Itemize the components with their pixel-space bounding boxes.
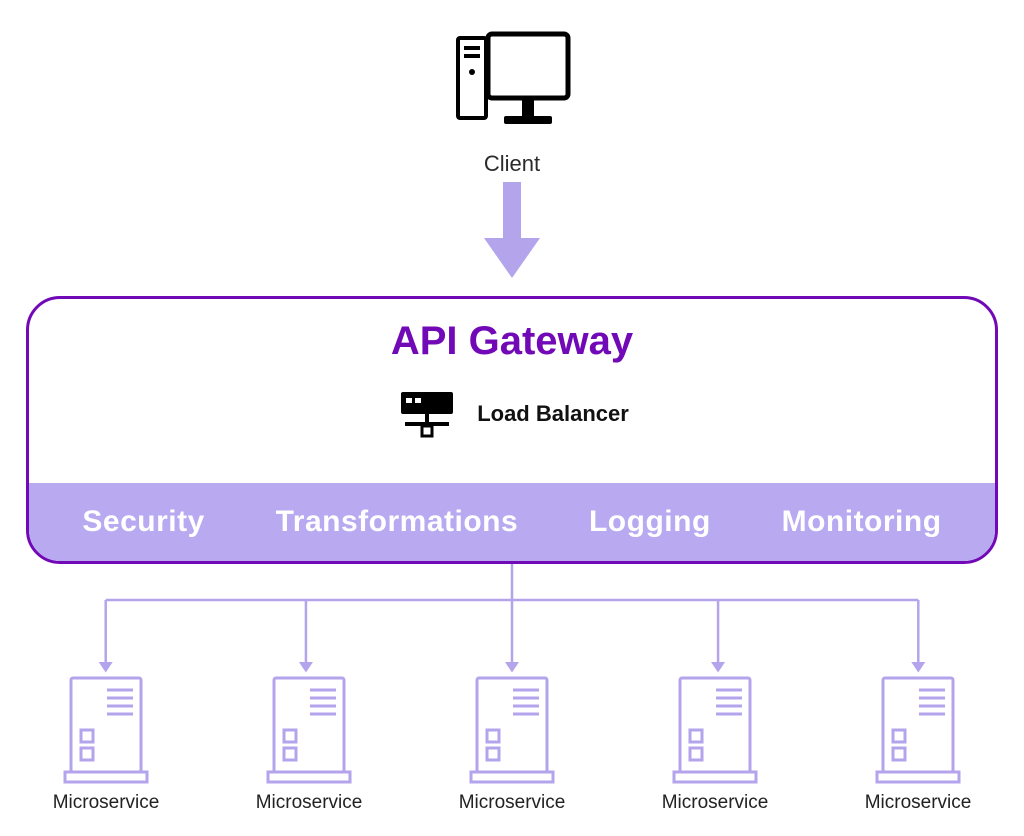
server-icon bbox=[266, 674, 352, 784]
client-node: Client bbox=[452, 28, 572, 177]
load-balancer-icon bbox=[395, 390, 459, 438]
arrow-down-icon bbox=[482, 182, 542, 282]
feature-monitoring: Monitoring bbox=[782, 505, 942, 539]
client-label: Client bbox=[452, 151, 572, 177]
load-balancer-label: Load Balancer bbox=[477, 401, 629, 427]
microservice-node: Microservice bbox=[432, 674, 592, 814]
feature-transformations: Transformations bbox=[276, 505, 519, 539]
microservice-label: Microservice bbox=[53, 792, 160, 814]
flow-arrow-down bbox=[482, 182, 542, 287]
microservice-node: Microservice bbox=[26, 674, 186, 814]
microservice-label: Microservice bbox=[459, 792, 566, 814]
microservice-label: Microservice bbox=[865, 792, 972, 814]
server-icon bbox=[875, 674, 961, 784]
microservice-label: Microservice bbox=[662, 792, 769, 814]
server-icon bbox=[469, 674, 555, 784]
microservice-node: Microservice bbox=[229, 674, 389, 814]
microservices-row: Microservice Microservice bbox=[26, 674, 998, 814]
server-icon bbox=[672, 674, 758, 784]
gateway-feature-bar: Security Transformations Logging Monitor… bbox=[29, 483, 995, 561]
microservice-label: Microservice bbox=[256, 792, 363, 814]
feature-logging: Logging bbox=[589, 505, 711, 539]
microservice-node: Microservice bbox=[838, 674, 998, 814]
feature-security: Security bbox=[82, 505, 204, 539]
load-balancer-row: Load Balancer bbox=[29, 390, 995, 438]
server-icon bbox=[63, 674, 149, 784]
computer-icon bbox=[452, 28, 572, 136]
microservice-node: Microservice bbox=[635, 674, 795, 814]
fanout-connectors bbox=[26, 564, 998, 680]
api-gateway-title: API Gateway bbox=[29, 319, 995, 364]
api-gateway-box: API Gateway Load Balancer Security Trans… bbox=[26, 296, 998, 564]
